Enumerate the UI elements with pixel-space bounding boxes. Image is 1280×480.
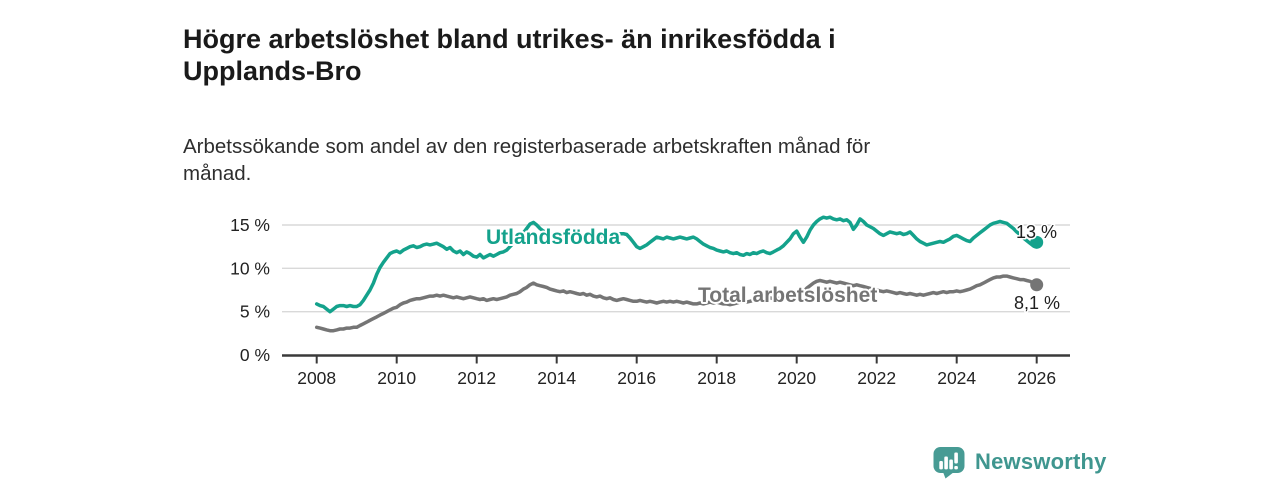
page-subtitle-line-1: Arbetssökande som andel av den registerb… — [183, 134, 871, 158]
series-end-dot-utlandsf-dda — [1030, 235, 1044, 249]
page-subtitle-line-2: månad. — [183, 161, 252, 185]
end-value-label-utlandsf-dda: 13 % — [1016, 222, 1057, 242]
x-tick-label: 2024 — [937, 368, 976, 388]
y-tick-label: 10 % — [230, 258, 270, 278]
x-tick-label: 2022 — [857, 368, 896, 388]
series-end-dot-total-arbetsl-shet — [1030, 278, 1044, 292]
end-value-label-total-arbetsl-shet: 8,1 % — [1014, 293, 1060, 313]
page-title-line-1: Högre arbetslöshet bland utrikes- än inr… — [183, 24, 836, 55]
x-tick-label: 2026 — [1017, 368, 1056, 388]
x-tick-label: 2016 — [617, 368, 656, 388]
newsworthy-logo-icon — [933, 447, 965, 479]
page-title: Högre arbetslöshet bland utrikes- än inr… — [183, 23, 836, 88]
x-tick-label: 2008 — [297, 368, 336, 388]
y-tick-label: 15 % — [230, 215, 270, 235]
series-line-total-arbetsl-shet — [314, 274, 1039, 333]
x-tick-label: 2014 — [537, 368, 576, 388]
y-tick-label: 0 % — [240, 345, 270, 365]
newsworthy-wordmark: Newsworthy — [975, 449, 1107, 474]
series-label-total-arbetsl-shet: Total arbetslöshet — [698, 284, 877, 307]
page-title-line-2: Upplands-Bro — [183, 56, 362, 87]
page-subtitle: Arbetssökande som andel av den registerb… — [183, 133, 870, 187]
x-tick-label: 2010 — [377, 368, 416, 388]
y-tick-label: 5 % — [240, 302, 270, 322]
series-line-utlandsf-dda — [314, 215, 1039, 314]
series-label-utlandsf-dda: Utlandsfödda — [486, 226, 620, 249]
newsworthy-logo: Newsworthy — [932, 445, 1107, 479]
x-tick-label: 2012 — [457, 368, 496, 388]
x-tick-label: 2018 — [697, 368, 736, 388]
x-tick-label: 2020 — [777, 368, 816, 388]
